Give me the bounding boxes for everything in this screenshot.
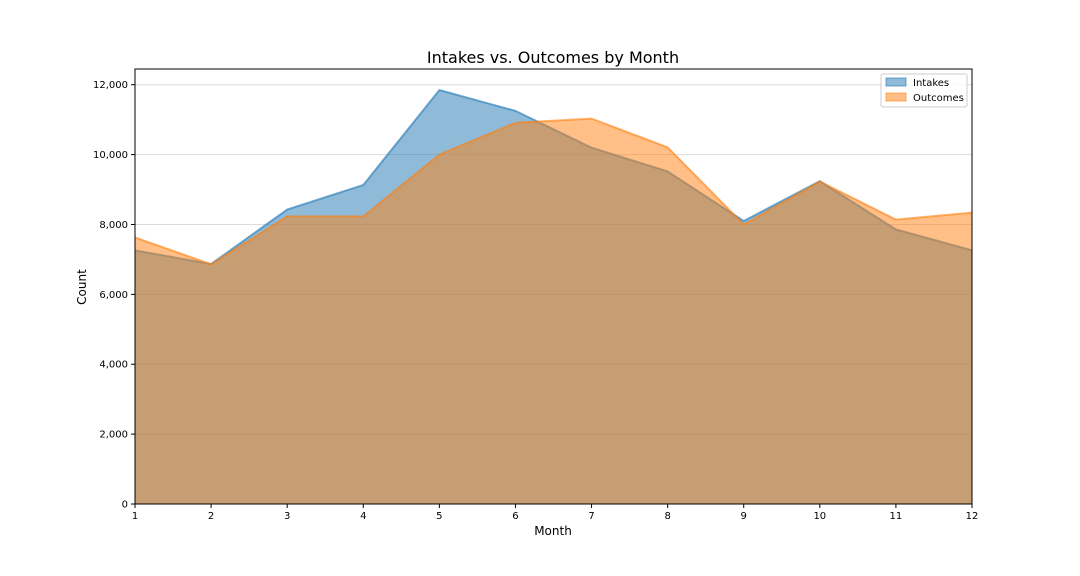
y-tick-label: 12,000 [93, 80, 128, 91]
y-tick-label: 8,000 [99, 220, 128, 231]
x-tick-label: 4 [360, 511, 366, 522]
x-tick-label: 9 [741, 511, 747, 522]
y-tick-label: 6,000 [99, 290, 128, 301]
x-tick-label: 11 [890, 511, 903, 522]
y-tick-label: 2,000 [99, 430, 128, 441]
x-tick-label: 5 [436, 511, 442, 522]
series-areas [134, 88, 973, 504]
y-tick-label: 4,000 [99, 360, 128, 371]
x-tick-label: 8 [664, 511, 670, 522]
y-tick-label: 10,000 [93, 150, 128, 161]
x-axis-title: Month [534, 524, 572, 538]
legend: Intakes Outcomes [880, 73, 968, 108]
area-outcomes [135, 118, 972, 504]
chart-title: Intakes vs. Outcomes by Month [427, 48, 679, 67]
legend-label-intakes: Intakes [913, 78, 949, 89]
x-tick-label: 7 [588, 511, 594, 522]
x-tick-label: 1 [132, 511, 138, 522]
legend-swatch-intakes [885, 77, 907, 87]
y-axis: 0 2,000 4,000 6,000 8,000 10,000 12,000 [93, 80, 135, 511]
x-tick-label: 2 [208, 511, 214, 522]
x-axis: 1 2 3 4 5 6 7 8 9 10 11 12 [132, 504, 979, 522]
legend-swatch-outcomes [885, 92, 907, 102]
y-axis-title: Count [75, 269, 89, 305]
x-tick-label: 10 [813, 511, 826, 522]
line-outcomes [134, 117, 973, 266]
y-tick-label: 0 [122, 500, 128, 511]
x-tick-label: 12 [966, 511, 979, 522]
x-tick-label: 6 [512, 511, 518, 522]
x-tick-label: 3 [284, 511, 290, 522]
plot-frame [134, 68, 973, 505]
legend-label-outcomes: Outcomes [913, 93, 964, 104]
